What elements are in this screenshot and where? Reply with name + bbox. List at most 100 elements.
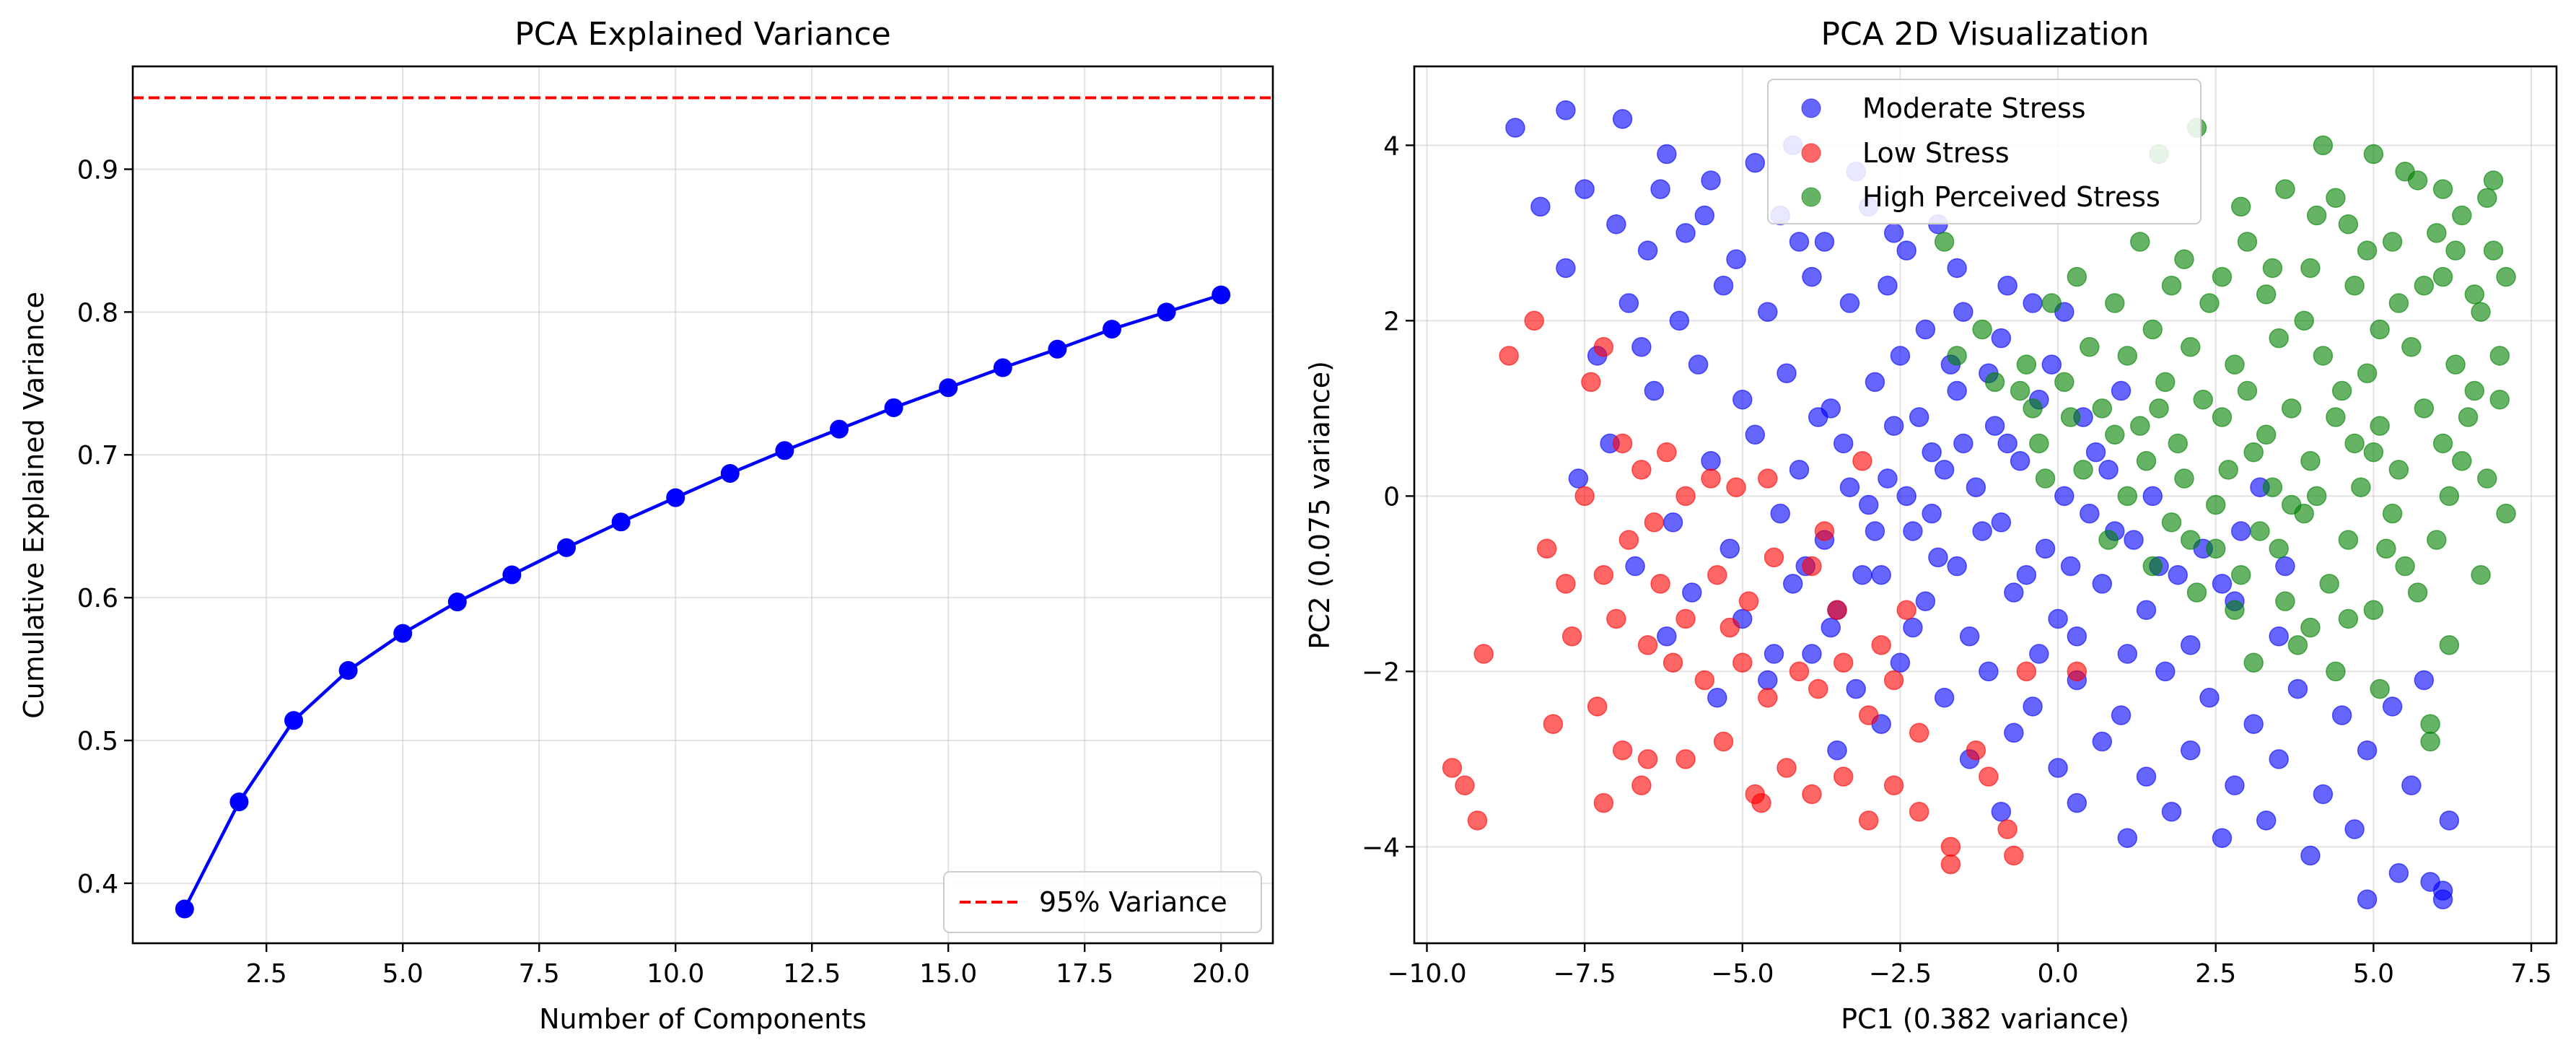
- scatter-point: [1713, 276, 1734, 296]
- scatter-point: [2161, 512, 2182, 533]
- x-tick-label: 5.0: [2353, 959, 2394, 989]
- legend: Moderate Stress Low Stress High Perceive…: [1767, 79, 2202, 224]
- scatter-point: [1947, 556, 1967, 577]
- y-tick-label: 0.6: [77, 584, 118, 613]
- chart-title: PCA 2D Visualization: [1821, 16, 2149, 53]
- scatter-point: [1758, 468, 1778, 489]
- scatter-point: [1909, 407, 1929, 427]
- scatter-point: [1473, 644, 1494, 664]
- scatter-point: [2067, 661, 2087, 682]
- scatter-point: [1928, 547, 1948, 568]
- scatter-point: [2004, 582, 2024, 603]
- scatter-point: [2471, 302, 2491, 322]
- scatter-point: [1808, 407, 1828, 427]
- scatter-point: [1883, 775, 1904, 796]
- scatter-point: [1644, 512, 1665, 533]
- scatter-point: [2180, 337, 2201, 357]
- data-point: [502, 565, 522, 585]
- scatter-point: [1637, 240, 1658, 261]
- scatter-point: [1802, 556, 1822, 577]
- scatter-point: [2041, 354, 2062, 375]
- scatter-point: [1625, 556, 1645, 577]
- scatter-point: [1657, 626, 1677, 647]
- pca-scatter-chart: PCA 2D Visualization −10.0 −7.5 −5.0 −2.5 0.…: [1304, 16, 2558, 1035]
- scatter-point: [2326, 661, 2346, 682]
- legend-swatch-moderate: [1801, 98, 1821, 118]
- data-point: [884, 398, 903, 417]
- scatter-point: [2420, 714, 2440, 734]
- scatter-point: [1657, 442, 1677, 463]
- scatter-point: [1719, 538, 1740, 559]
- scatter-point: [1991, 328, 2012, 349]
- scatter-point: [2300, 617, 2321, 638]
- scatter-point: [1675, 486, 1696, 507]
- chart-title: PCA Explained Variance: [514, 16, 890, 53]
- scatter-point: [2180, 740, 2201, 761]
- scatter-point: [2313, 346, 2334, 366]
- scatter-point: [1442, 758, 1463, 778]
- scatter-point: [1966, 740, 1986, 761]
- scatter-point: [2331, 380, 2352, 401]
- scatter-point: [1783, 574, 1803, 594]
- scatter-point: [2344, 819, 2365, 839]
- scatter-point: [1637, 635, 1658, 655]
- scatter-point: [1922, 442, 1942, 463]
- scatter-point: [2326, 407, 2346, 427]
- scatter-point: [2363, 600, 2384, 621]
- scatter-point: [2269, 538, 2289, 559]
- y-tick-label: −2: [1362, 657, 1400, 687]
- scatter-point: [1878, 468, 1898, 489]
- scatter-point: [1505, 118, 1525, 138]
- scatter-point: [2256, 424, 2277, 445]
- scatter-point: [1858, 810, 1879, 831]
- scatter-point: [1852, 564, 1872, 585]
- scatter-point: [2060, 556, 2081, 577]
- x-tick-label: 2.5: [2195, 959, 2236, 989]
- scatter-point: [1612, 433, 1633, 454]
- scatter-point: [1883, 416, 1904, 436]
- scatter-point: [2060, 407, 2081, 427]
- scatter-point: [2130, 416, 2150, 436]
- scatter-point: [1991, 512, 2012, 533]
- scatter-point: [1827, 600, 1847, 621]
- data-point: [611, 512, 631, 532]
- scatter-point: [1669, 310, 1690, 331]
- scatter-point: [1947, 258, 1967, 279]
- scatter-point: [1789, 661, 1810, 682]
- scatter-point: [1662, 512, 1683, 533]
- scatter-point: [1777, 363, 1797, 383]
- scatter-point: [1922, 503, 1942, 524]
- scatter-point: [1726, 477, 1746, 497]
- scatter-point: [1909, 802, 1929, 822]
- scatter-point: [2496, 503, 2516, 524]
- scatter-point: [1909, 722, 1929, 743]
- scatter-point: [2357, 889, 2378, 909]
- scatter-point: [1631, 460, 1652, 480]
- scatter-point: [2237, 232, 2258, 252]
- legend-label-low: Low Stress: [1862, 137, 2010, 169]
- plot-frame: [131, 65, 1274, 945]
- scatter-point: [1934, 688, 1955, 708]
- y-tick-label: 0.8: [77, 298, 118, 328]
- scatter-point: [2023, 696, 2043, 717]
- scatter-point: [2382, 503, 2403, 524]
- scatter-point: [2269, 626, 2289, 647]
- scatter-point: [1934, 232, 1955, 252]
- scatter-point: [1530, 196, 1551, 217]
- scatter-point: [2432, 179, 2453, 199]
- scatter-point: [2073, 460, 2093, 480]
- scatter-point: [1984, 416, 2005, 436]
- scatter-point: [1612, 109, 1633, 129]
- scatter-point: [2010, 380, 2030, 401]
- scatter-point: [2054, 372, 2075, 393]
- scatter-point: [2067, 626, 2087, 647]
- scatter-point: [1947, 380, 1967, 401]
- scatter-point: [2483, 240, 2504, 261]
- scatter-point: [1606, 214, 1626, 235]
- scatter-point: [2054, 486, 2075, 507]
- scatter-point: [2281, 398, 2302, 419]
- scatter-point: [1764, 547, 1784, 568]
- y-axis-ticks: 0.4 0.5 0.6 0.7 0.8 0.9: [77, 155, 133, 899]
- y-tick-label: 0.9: [77, 155, 118, 185]
- scatter-point: [2199, 293, 2220, 313]
